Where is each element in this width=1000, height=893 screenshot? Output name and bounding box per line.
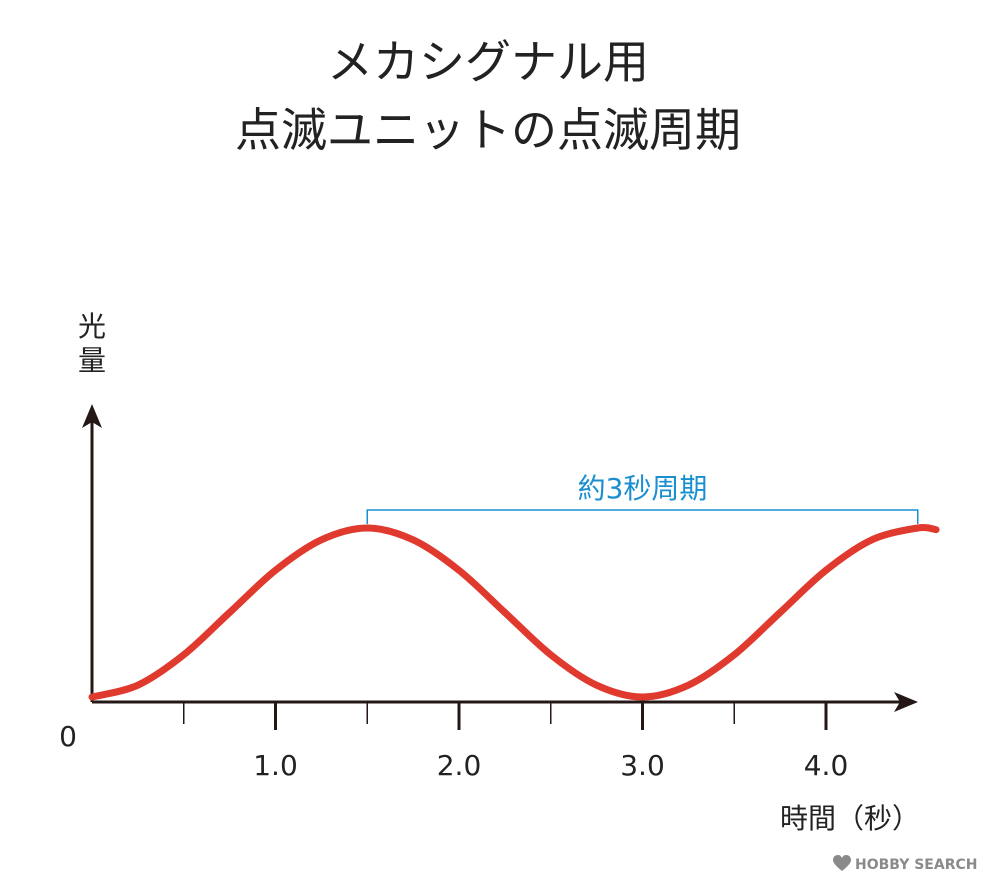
period-annotation: 約3秒周期 (366, 472, 919, 524)
x-tick-label-0: 1.0 (253, 749, 298, 782)
heart-icon (833, 855, 851, 871)
x-tick-label-3: 4.0 (804, 749, 849, 782)
svg-text:光: 光 (78, 310, 106, 343)
brand-text: HOBBY SEARCH (855, 857, 977, 873)
origin-label: 0 (59, 720, 77, 753)
period-label: 約3秒周期 (578, 472, 708, 505)
hobby-search-logo: HOBBY SEARCH (833, 855, 977, 873)
x-axis-ticks (183, 702, 828, 730)
x-axis-tick-labels: 1.0 2.0 3.0 4.0 (253, 749, 848, 782)
x-axis-label: 時間（秒） (780, 802, 920, 835)
period-bracket (366, 509, 919, 524)
svg-text:量: 量 (78, 344, 106, 377)
y-axis-arrow-head (82, 404, 102, 428)
chart-title-line-2: 点滅ユニットの点滅周期 (235, 103, 741, 157)
x-tick-label-2: 3.0 (620, 749, 665, 782)
x-tick-label-1: 2.0 (437, 749, 482, 782)
x-axis-arrow-head (894, 692, 918, 712)
chart-title-line-1: メカシグナル用 (327, 35, 649, 89)
y-axis-label: 光 量 (78, 310, 106, 377)
light-intensity-curve (88, 524, 940, 701)
